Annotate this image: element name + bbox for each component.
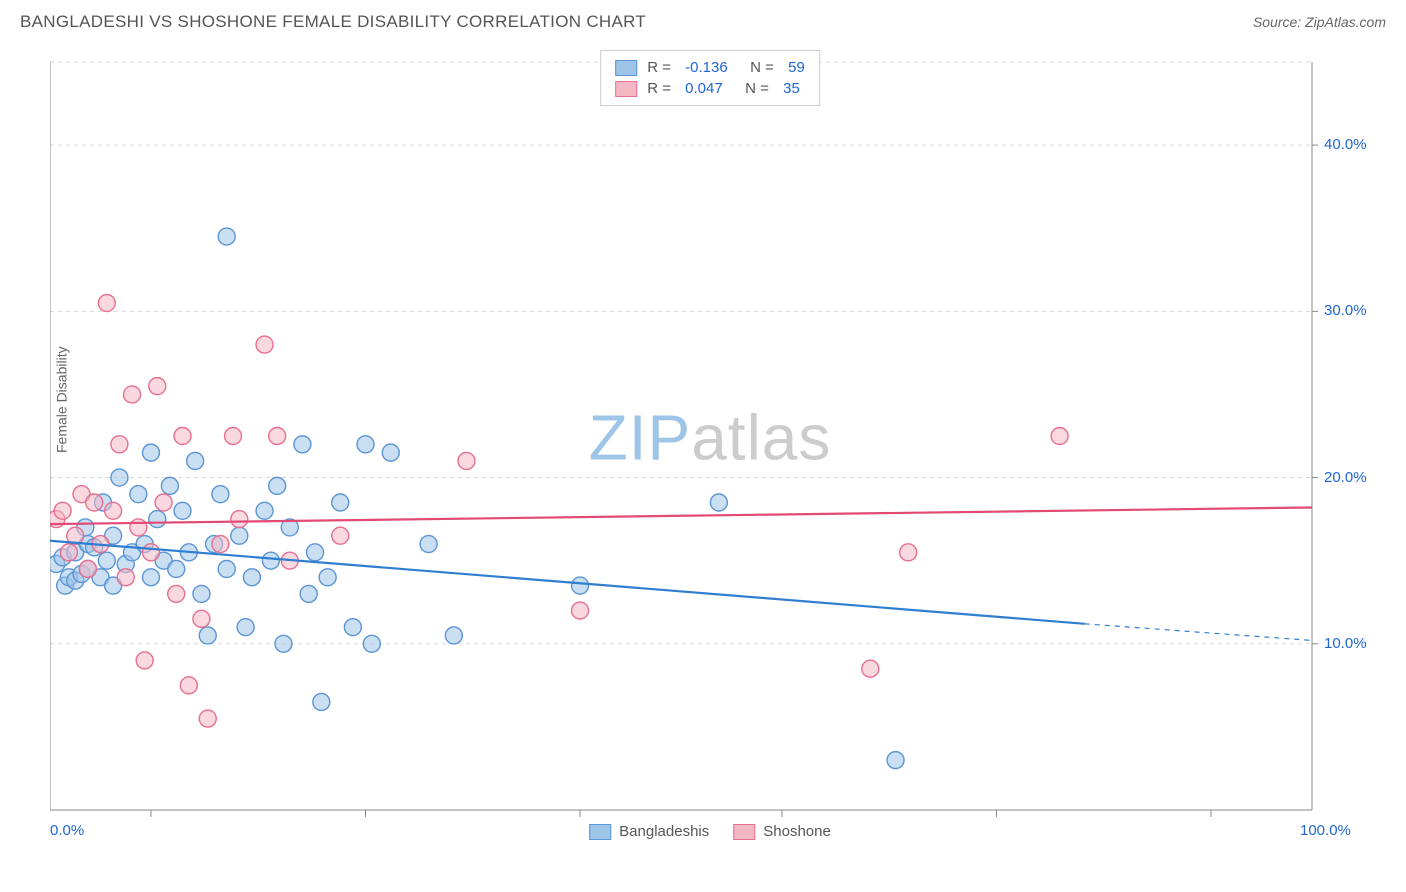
chart-source: Source: ZipAtlas.com bbox=[1253, 14, 1386, 30]
y-tick-label: 30.0% bbox=[1324, 302, 1367, 319]
n-label: N = bbox=[738, 59, 778, 76]
r-label: R = bbox=[647, 80, 675, 97]
r-value: -0.136 bbox=[685, 59, 728, 76]
y-tick-label: 20.0% bbox=[1324, 469, 1367, 486]
chart-header: BANGLADESHI VS SHOSHONE FEMALE DISABILIT… bbox=[0, 0, 1406, 40]
r-label: R = bbox=[647, 59, 675, 76]
legend-swatch bbox=[615, 81, 637, 97]
chart-title: BANGLADESHI VS SHOSHONE FEMALE DISABILIT… bbox=[20, 12, 646, 32]
legend-item: Bangladeshis bbox=[589, 823, 709, 840]
n-value: 35 bbox=[783, 80, 800, 97]
legend-label: Shoshone bbox=[763, 823, 831, 840]
n-label: N = bbox=[733, 80, 773, 97]
legend-rn-row: R = -0.136 N = 59 bbox=[615, 57, 805, 78]
y-tick-label: 40.0% bbox=[1324, 136, 1367, 153]
legend-swatch bbox=[733, 824, 755, 840]
correlation-legend: R = -0.136 N = 59R = 0.047 N = 35 bbox=[600, 50, 820, 106]
r-value: 0.047 bbox=[685, 80, 723, 97]
legend-label: Bangladeshis bbox=[619, 823, 709, 840]
scatter-plot bbox=[50, 50, 1370, 840]
legend-item: Shoshone bbox=[733, 823, 831, 840]
legend-swatch bbox=[615, 60, 637, 76]
chart-area: Female Disability ZIPatlas R = -0.136 N … bbox=[50, 50, 1370, 840]
n-value: 59 bbox=[788, 59, 805, 76]
legend-swatch bbox=[589, 824, 611, 840]
x-tick-label: 0.0% bbox=[50, 822, 84, 839]
series-legend: Bangladeshis Shoshone bbox=[589, 823, 831, 840]
x-tick-label: 100.0% bbox=[1300, 822, 1351, 839]
legend-rn-row: R = 0.047 N = 35 bbox=[615, 78, 805, 99]
y-tick-label: 10.0% bbox=[1324, 635, 1367, 652]
